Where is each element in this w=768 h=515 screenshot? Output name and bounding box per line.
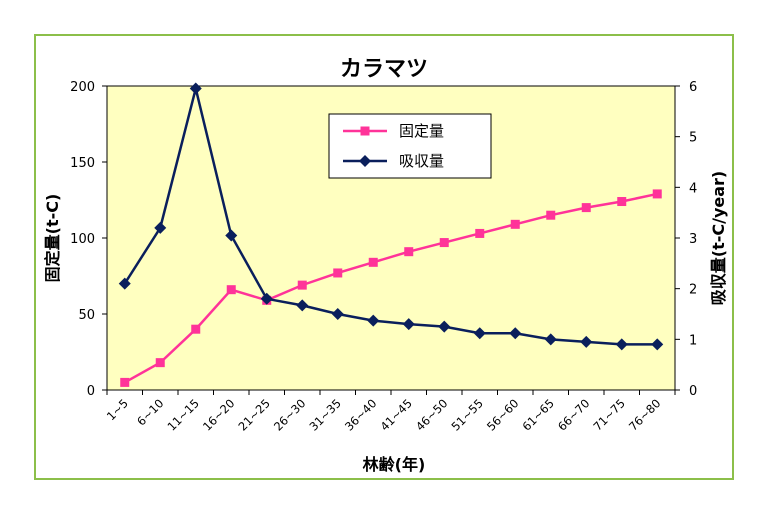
x-tick-label: 16~20 [200, 396, 237, 433]
right-axis: 0 1 2 3 4 5 6 [675, 80, 697, 399]
chart-title: カラマツ [340, 57, 428, 82]
series-marker-1 [296, 299, 309, 312]
left-tick-label: 200 [70, 80, 95, 95]
x-axis: 1~5 6~1011~1516~2021~2526~3031~3536~4041~… [104, 390, 676, 434]
series-marker-1 [473, 327, 486, 340]
series-marker-1 [580, 335, 593, 348]
x-tick-label: 11~15 [164, 396, 201, 433]
series-marker-0 [155, 358, 165, 368]
series-marker-1 [154, 221, 167, 234]
x-tick-label: 46~50 [413, 396, 450, 433]
series-marker-0 [652, 189, 662, 199]
left-axis-title: 固定量(t-C) [43, 194, 62, 283]
x-tick-label: 51~55 [448, 396, 485, 433]
legend-box [328, 113, 492, 179]
legend-marker [360, 126, 370, 136]
right-axis-title: 吸収量(t-C/year) [709, 171, 728, 305]
x-tick-label: 56~60 [484, 396, 521, 433]
series-marker-0 [120, 377, 130, 387]
series-line-0 [124, 192, 658, 384]
series-marker-0 [191, 324, 201, 334]
series-marker-0 [617, 197, 627, 207]
x-tick-label: 61~65 [519, 396, 556, 433]
left-tick-label: 100 [70, 232, 95, 247]
x-tick-label: 66~70 [555, 396, 592, 433]
series-marker-0 [475, 228, 485, 238]
series-marker-1 [260, 292, 273, 305]
x-tick-label: 6~10 [134, 396, 166, 428]
series-marker-0 [439, 238, 449, 248]
series-marker-1 [331, 308, 344, 320]
series-marker-0 [368, 257, 378, 267]
left-tick-label: 50 [78, 308, 95, 323]
x-tick-label: 71~75 [590, 396, 627, 433]
series-marker-1 [118, 277, 131, 290]
x-tick-label: 31~35 [306, 396, 343, 433]
series-marker-0 [581, 203, 591, 213]
series-marker-1 [225, 229, 238, 242]
legend-label: 吸収量 [399, 152, 444, 170]
series-marker-1 [544, 333, 557, 346]
x-tick-label: 36~40 [342, 396, 379, 433]
left-tick-label: 0 [87, 384, 95, 399]
x-tick-label: 76~80 [626, 396, 663, 433]
series-marker-0 [510, 219, 520, 229]
series-marker-1 [189, 82, 202, 95]
series-line-1 [123, 88, 658, 346]
series-layer [118, 82, 664, 387]
left-tick-label: 150 [70, 156, 95, 171]
right-tick-label: 0 [689, 384, 697, 399]
right-tick-label: 4 [689, 181, 697, 196]
right-tick-label: 2 [689, 283, 697, 298]
x-tick-label: 41~45 [377, 396, 414, 433]
series-marker-0 [404, 247, 414, 257]
x-axis-title: 林齢(年) [363, 455, 426, 474]
x-tick-label: 21~25 [235, 396, 272, 433]
series-marker-1 [509, 327, 522, 340]
x-tick-label: 1~5 [104, 396, 131, 423]
left-axis: 0 50 100 150 200 [70, 80, 107, 399]
right-tick-label: 6 [689, 80, 697, 95]
series-marker-0 [226, 285, 236, 295]
series-marker-0 [297, 280, 307, 290]
series-marker-1 [615, 338, 628, 351]
series-marker-1 [367, 314, 380, 327]
right-tick-label: 1 [689, 333, 697, 348]
x-tick-label: 26~30 [271, 396, 308, 433]
legend-marker [359, 155, 371, 167]
series-marker-1 [402, 318, 415, 331]
series-marker-0 [546, 210, 556, 220]
series-marker-0 [333, 268, 343, 278]
series-marker-1 [651, 338, 664, 351]
legend-label: 固定量 [399, 122, 444, 140]
right-tick-label: 3 [689, 232, 697, 247]
right-tick-label: 5 [689, 131, 697, 146]
series-marker-1 [438, 320, 451, 333]
